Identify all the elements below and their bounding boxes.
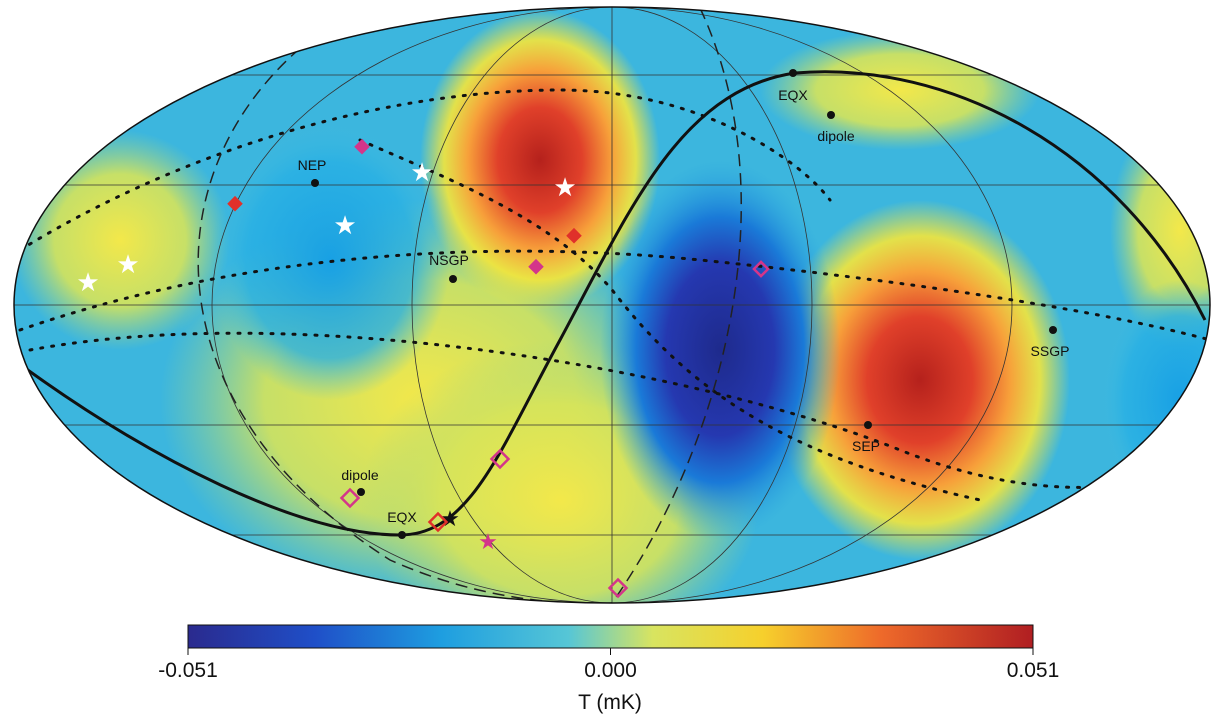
map-labels: EQX dipole NEP NSGP SSGP SEP dipole EQX xyxy=(298,87,1070,525)
colorbar xyxy=(187,624,1034,649)
sky-map: ★★★★ ★ ★ ★ xyxy=(14,7,1210,603)
map-label: dipole xyxy=(817,128,855,144)
map-label: dipole xyxy=(341,467,379,483)
map-label: EQX xyxy=(778,87,808,103)
map-label: SSGP xyxy=(1031,343,1070,359)
map-outline xyxy=(13,6,1211,604)
map-label: EQX xyxy=(387,509,417,525)
svg-text:★: ★ xyxy=(116,249,139,279)
colorbar-label: T (mK) xyxy=(578,691,642,714)
svg-text:★: ★ xyxy=(553,172,576,202)
map-label: NSGP xyxy=(429,252,469,268)
colorbar-tick-label: 0.051 xyxy=(1007,659,1060,682)
colorbar-tick-label: -0.051 xyxy=(158,659,218,682)
colorbar-tick-label: 0.000 xyxy=(584,659,637,682)
svg-text:★: ★ xyxy=(410,157,433,187)
svg-text:★: ★ xyxy=(333,210,356,240)
svg-text:★: ★ xyxy=(76,267,99,297)
map-label: SEP xyxy=(852,438,880,454)
map-label: NEP xyxy=(298,157,327,173)
svg-text:★: ★ xyxy=(478,529,498,554)
colorbar-axis: -0.051 0.000 0.051 xyxy=(158,648,1059,682)
